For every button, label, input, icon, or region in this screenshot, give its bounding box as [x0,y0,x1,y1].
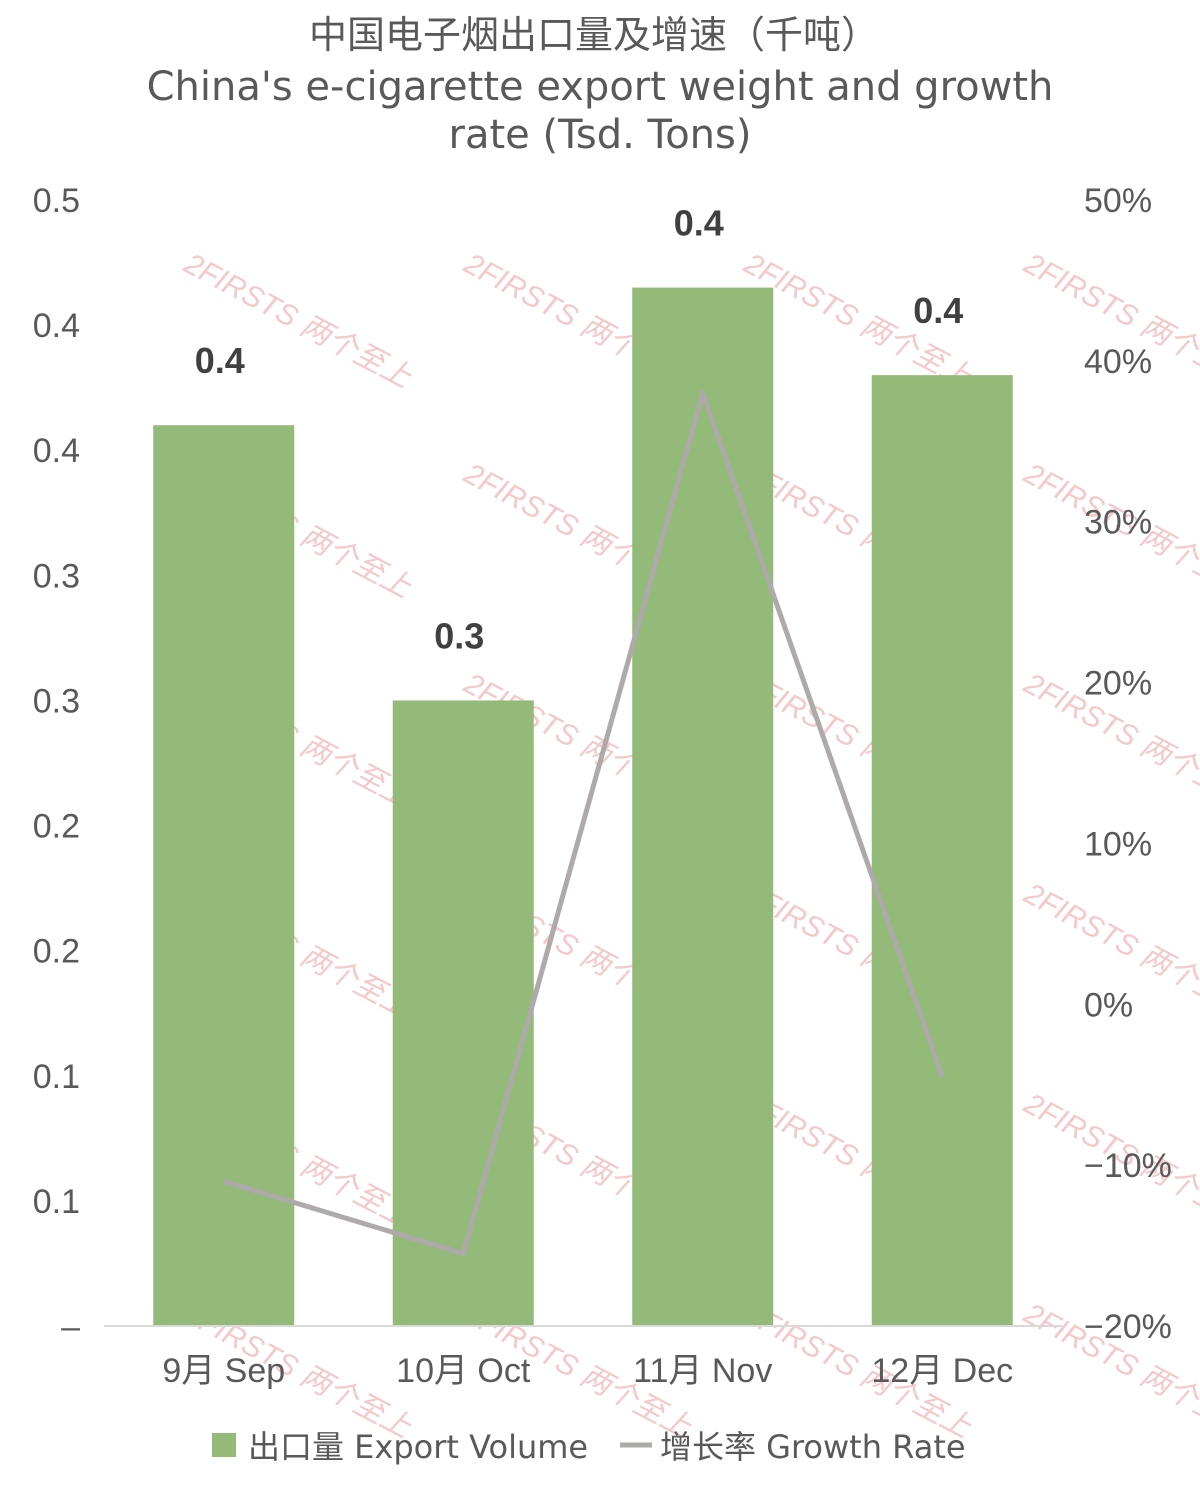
bar [632,287,774,1327]
right-tick-label: 30% [1084,504,1152,542]
left-tick-label: 0.3 [33,682,80,720]
right-tick-label: −10% [1084,1147,1172,1185]
bar-data-label: 0.4 [674,203,724,244]
left-tick-label: – [61,1308,80,1346]
bar-data-label: 0.4 [195,340,245,381]
right-tick-label: 20% [1084,665,1152,703]
x-category-label: 11月 Nov [633,1352,772,1390]
left-tick-label: 0.5 [33,182,80,220]
right-axis: −20% −10% 0% 10% 20% 30% 40% 50% [1084,182,1172,1346]
x-axis-categories: 9月 Sep 10月 Oct 11月 Nov 12月 Dec [162,1352,1013,1390]
bar-data-label: 0.3 [434,615,484,656]
right-tick-label: 0% [1084,986,1133,1024]
right-tick-label: 50% [1084,182,1152,220]
bar [392,700,534,1326]
left-tick-label: 0.1 [33,1058,80,1096]
right-tick-label: 10% [1084,825,1152,863]
legend-line-label: 增长率 Growth Rate [660,1428,966,1466]
x-category-label: 10月 Oct [396,1352,531,1390]
bar-data-labels: 0.4 0.3 0.4 0.4 [195,203,964,657]
legend-bar-swatch [212,1433,236,1457]
left-tick-label: 0.3 [33,557,80,595]
left-tick-label: 0.2 [33,933,80,971]
bar-series [153,287,1013,1327]
chart-subtitle-line1: China's e-cigarette export weight and gr… [147,64,1054,110]
left-tick-label: 0.4 [33,307,80,345]
growth-rate-line [223,390,945,1257]
x-category-label: 9月 Sep [162,1352,285,1390]
chart-title: 中国电子烟出口量及增速（千吨） [309,13,879,57]
x-category-label: 12月 Dec [871,1352,1013,1390]
right-tick-label: −20% [1084,1308,1172,1346]
legend: 出口量 Export Volume 增长率 Growth Rate [212,1428,966,1466]
legend-bar-label: 出口量 Export Volume [248,1428,588,1466]
chart-subtitle-line2: rate (Tsd. Tons) [449,112,752,158]
line-series [223,390,945,1257]
bar [871,375,1013,1327]
left-tick-label: 0.4 [33,432,80,470]
left-tick-label: 0.2 [33,808,80,846]
left-tick-label: 0.1 [33,1183,80,1221]
left-axis: – 0.1 0.1 0.2 0.2 0.3 0.3 0.4 0.4 0.5 [33,182,80,1346]
bar [153,425,295,1326]
right-tick-label: 40% [1084,343,1152,381]
bar-data-label: 0.4 [913,290,963,331]
